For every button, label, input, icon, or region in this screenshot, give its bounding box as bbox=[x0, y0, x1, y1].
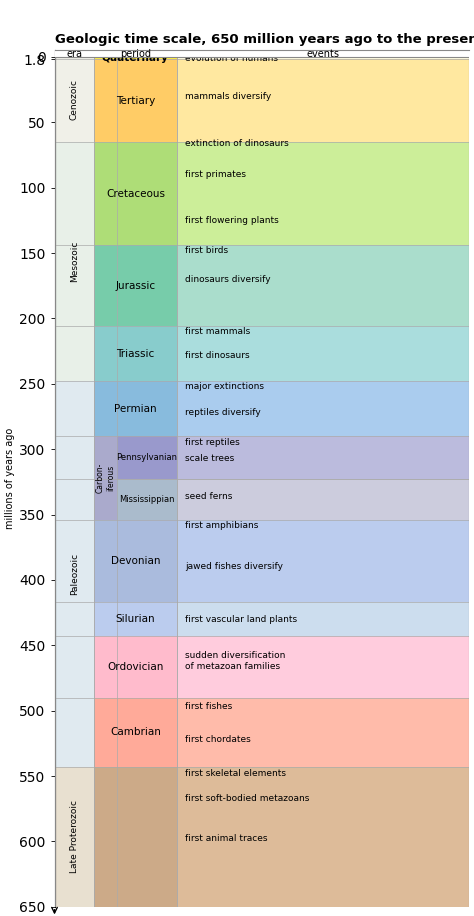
Text: Permian: Permian bbox=[114, 404, 157, 414]
Y-axis label: millions of years ago: millions of years ago bbox=[5, 428, 15, 529]
Bar bbox=[177, 602, 469, 637]
Text: period: period bbox=[120, 49, 151, 59]
Bar bbox=[94, 637, 177, 698]
Bar bbox=[94, 142, 177, 245]
Text: first primates: first primates bbox=[185, 170, 246, 180]
Text: era: era bbox=[66, 49, 82, 59]
Text: scale trees: scale trees bbox=[185, 453, 235, 463]
Text: mammals diversify: mammals diversify bbox=[185, 92, 272, 101]
Text: first skeletal elements: first skeletal elements bbox=[185, 769, 286, 778]
Bar bbox=[177, 698, 469, 767]
Bar bbox=[94, 326, 177, 381]
Bar bbox=[177, 436, 469, 479]
Text: first amphibians: first amphibians bbox=[185, 520, 258, 529]
Bar bbox=[94, 698, 177, 767]
Bar bbox=[94, 381, 177, 436]
Bar bbox=[55, 50, 469, 57]
Text: first vascular land plants: first vascular land plants bbox=[185, 615, 297, 624]
Text: Mesozoic: Mesozoic bbox=[70, 241, 79, 282]
Text: jawed fishes diversify: jawed fishes diversify bbox=[185, 562, 283, 572]
Text: Carbon-
iferous: Carbon- iferous bbox=[96, 463, 115, 493]
Bar bbox=[177, 57, 469, 60]
Text: Cenozoic: Cenozoic bbox=[70, 79, 79, 120]
Text: Late Proterozoic: Late Proterozoic bbox=[70, 801, 79, 873]
Bar bbox=[55, 57, 94, 142]
Text: first chordates: first chordates bbox=[185, 735, 251, 744]
Bar bbox=[177, 519, 469, 602]
Text: Paleozoic: Paleozoic bbox=[70, 553, 79, 595]
Text: events: events bbox=[307, 49, 339, 59]
Text: first birds: first birds bbox=[185, 245, 228, 255]
Text: reptiles diversify: reptiles diversify bbox=[185, 408, 261, 417]
Text: Silurian: Silurian bbox=[116, 614, 155, 624]
Bar bbox=[177, 326, 469, 381]
Bar bbox=[177, 60, 469, 142]
Bar bbox=[117, 479, 177, 519]
Text: first flowering plants: first flowering plants bbox=[185, 216, 279, 224]
Text: first fishes: first fishes bbox=[185, 703, 232, 712]
Text: Cretaceous: Cretaceous bbox=[106, 189, 165, 199]
Bar bbox=[177, 142, 469, 245]
Bar bbox=[94, 436, 117, 519]
Bar bbox=[117, 436, 177, 479]
Bar bbox=[177, 381, 469, 436]
Text: Geologic time scale, 650 million years ago to the present: Geologic time scale, 650 million years a… bbox=[55, 33, 474, 46]
Bar bbox=[94, 602, 177, 637]
Bar bbox=[177, 245, 469, 326]
Text: Jurassic: Jurassic bbox=[115, 280, 155, 290]
Text: seed ferns: seed ferns bbox=[185, 492, 233, 501]
Text: major extinctions: major extinctions bbox=[185, 382, 264, 391]
Text: first soft-bodied metazoans: first soft-bodied metazoans bbox=[185, 794, 310, 802]
Bar bbox=[55, 142, 94, 381]
Text: Triassic: Triassic bbox=[116, 349, 155, 359]
Text: first reptiles: first reptiles bbox=[185, 438, 240, 447]
Text: evolution of humans: evolution of humans bbox=[185, 54, 278, 62]
Bar bbox=[55, 767, 94, 907]
Text: Mississippian: Mississippian bbox=[119, 495, 174, 504]
Text: extinction of dinosaurs: extinction of dinosaurs bbox=[185, 138, 289, 147]
Text: Tertiary: Tertiary bbox=[116, 95, 155, 105]
Text: first animal traces: first animal traces bbox=[185, 834, 268, 844]
Text: dinosaurs diversify: dinosaurs diversify bbox=[185, 275, 271, 284]
Text: Devonian: Devonian bbox=[110, 556, 160, 566]
Bar bbox=[177, 767, 469, 907]
Text: Ordovician: Ordovician bbox=[107, 662, 164, 672]
Text: Cambrian: Cambrian bbox=[110, 727, 161, 737]
Bar bbox=[94, 767, 177, 907]
Text: sudden diversification
of metazoan families: sudden diversification of metazoan famil… bbox=[185, 651, 285, 671]
Bar bbox=[177, 479, 469, 519]
Text: first dinosaurs: first dinosaurs bbox=[185, 351, 250, 360]
Bar bbox=[177, 637, 469, 698]
Text: Pennsylvanian: Pennsylvanian bbox=[116, 453, 177, 463]
Bar bbox=[94, 519, 177, 602]
Bar bbox=[94, 60, 177, 142]
Bar bbox=[94, 57, 177, 60]
Bar bbox=[94, 245, 177, 326]
Text: Quaternary: Quaternary bbox=[102, 53, 169, 63]
Text: first mammals: first mammals bbox=[185, 327, 250, 336]
Bar bbox=[55, 381, 94, 767]
